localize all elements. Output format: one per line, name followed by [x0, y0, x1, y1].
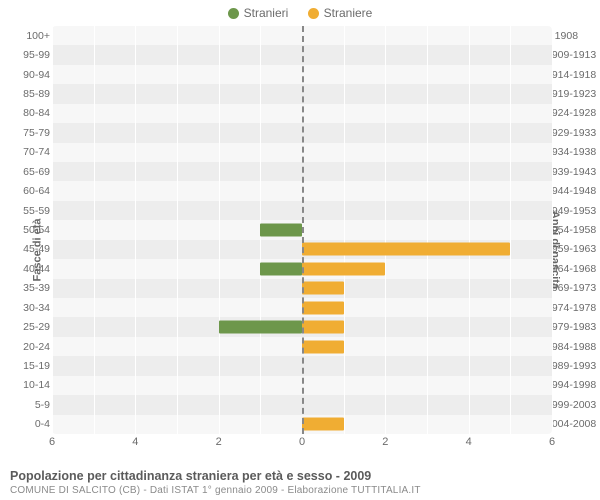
y-right-label: 1924-1928 [546, 108, 600, 119]
caption-subtitle: COMUNE DI SALCITO (CB) - Dati ISTAT 1° g… [10, 485, 590, 496]
y-right-label: 1979-1983 [546, 322, 600, 333]
y-right-label: 1999-2003 [546, 400, 600, 411]
y-right-label: 1919-1923 [546, 89, 600, 100]
gridline [219, 26, 220, 434]
bar-male [260, 262, 302, 275]
gridline [385, 26, 386, 434]
y-left-label: 30-34 [0, 302, 50, 313]
y-left-label: 75-79 [0, 128, 50, 139]
y-left-labels: 100+ 95-99 90-94 85-89 80-84 75-79 70-74 65-69 6… [0, 26, 50, 434]
legend-swatch-male [228, 8, 239, 19]
y-left-label: 15-19 [0, 361, 50, 372]
bar-male [260, 224, 302, 237]
gridline [177, 26, 178, 434]
gridline [469, 26, 470, 434]
legend-item-male: Stranieri [228, 6, 289, 20]
y-right-label: 1929-1933 [546, 128, 600, 139]
bar-male [219, 321, 302, 334]
y-left-label: 35-39 [0, 283, 50, 294]
y-right-label: 1949-1953 [546, 205, 600, 216]
bar-female [302, 418, 344, 431]
y-right-label: 1909-1913 [546, 50, 600, 61]
y-left-label: 55-59 [0, 205, 50, 216]
y-left-label: 10-14 [0, 380, 50, 391]
y-right-labels: ≤ 1908 1909-1913 1914-1918 1919-1923 1924-19… [546, 26, 600, 434]
x-tick-label: 6 [549, 436, 555, 448]
bar-female [302, 282, 344, 295]
y-right-label: 1974-1978 [546, 302, 600, 313]
caption: Popolazione per cittadinanza straniera p… [10, 469, 590, 496]
y-left-label: 40-44 [0, 264, 50, 275]
y-right-label: 1964-1968 [546, 264, 600, 275]
caption-title: Popolazione per cittadinanza straniera p… [10, 469, 590, 483]
y-left-label: 90-94 [0, 69, 50, 80]
y-right-label: 1914-1918 [546, 69, 600, 80]
y-right-label: ≤ 1908 [546, 30, 600, 41]
legend-item-female: Straniere [308, 6, 373, 20]
y-right-label: 1969-1973 [546, 283, 600, 294]
y-left-label: 60-64 [0, 186, 50, 197]
y-left-label: 85-89 [0, 89, 50, 100]
y-right-label: 1934-1938 [546, 147, 600, 158]
gridline [552, 26, 553, 434]
center-line [302, 26, 304, 434]
y-left-label: 70-74 [0, 147, 50, 158]
bar-female [302, 243, 510, 256]
x-tick-label: 2 [216, 436, 222, 448]
bar-female [302, 301, 344, 314]
gridline [344, 26, 345, 434]
bar-female [302, 321, 344, 334]
y-left-label: 50-54 [0, 225, 50, 236]
legend: Stranieri Straniere [0, 6, 600, 22]
y-right-label: 1989-1993 [546, 361, 600, 372]
y-right-label: 1984-1988 [546, 341, 600, 352]
x-axis-ticks: 6 4 2 0 2 4 6 [52, 436, 552, 450]
plot-area [52, 26, 552, 434]
y-right-label: 2004-2008 [546, 419, 600, 430]
bar-female [302, 262, 385, 275]
y-left-label: 20-24 [0, 341, 50, 352]
y-right-label: 1959-1963 [546, 244, 600, 255]
x-tick-label: 2 [382, 436, 388, 448]
legend-label-female: Straniere [324, 6, 373, 20]
y-left-label: 65-69 [0, 166, 50, 177]
bar-female [302, 340, 344, 353]
gridline [94, 26, 95, 434]
gridline [52, 26, 53, 434]
legend-swatch-female [308, 8, 319, 19]
y-left-label: 25-29 [0, 322, 50, 333]
x-tick-label: 4 [132, 436, 138, 448]
gridline [135, 26, 136, 434]
y-left-label: 80-84 [0, 108, 50, 119]
y-right-label: 1954-1958 [546, 225, 600, 236]
gridline [427, 26, 428, 434]
x-tick-label: 6 [49, 436, 55, 448]
gridline [510, 26, 511, 434]
y-left-label: 45-49 [0, 244, 50, 255]
x-tick-label: 0 [299, 436, 305, 448]
y-right-label: 1939-1943 [546, 166, 600, 177]
y-left-label: 0-4 [0, 419, 50, 430]
x-tick-label: 4 [466, 436, 472, 448]
y-right-label: 1944-1948 [546, 186, 600, 197]
y-left-label: 5-9 [0, 400, 50, 411]
legend-label-male: Stranieri [244, 6, 289, 20]
y-left-label: 100+ [0, 30, 50, 41]
y-right-label: 1994-1998 [546, 380, 600, 391]
y-left-label: 95-99 [0, 50, 50, 61]
